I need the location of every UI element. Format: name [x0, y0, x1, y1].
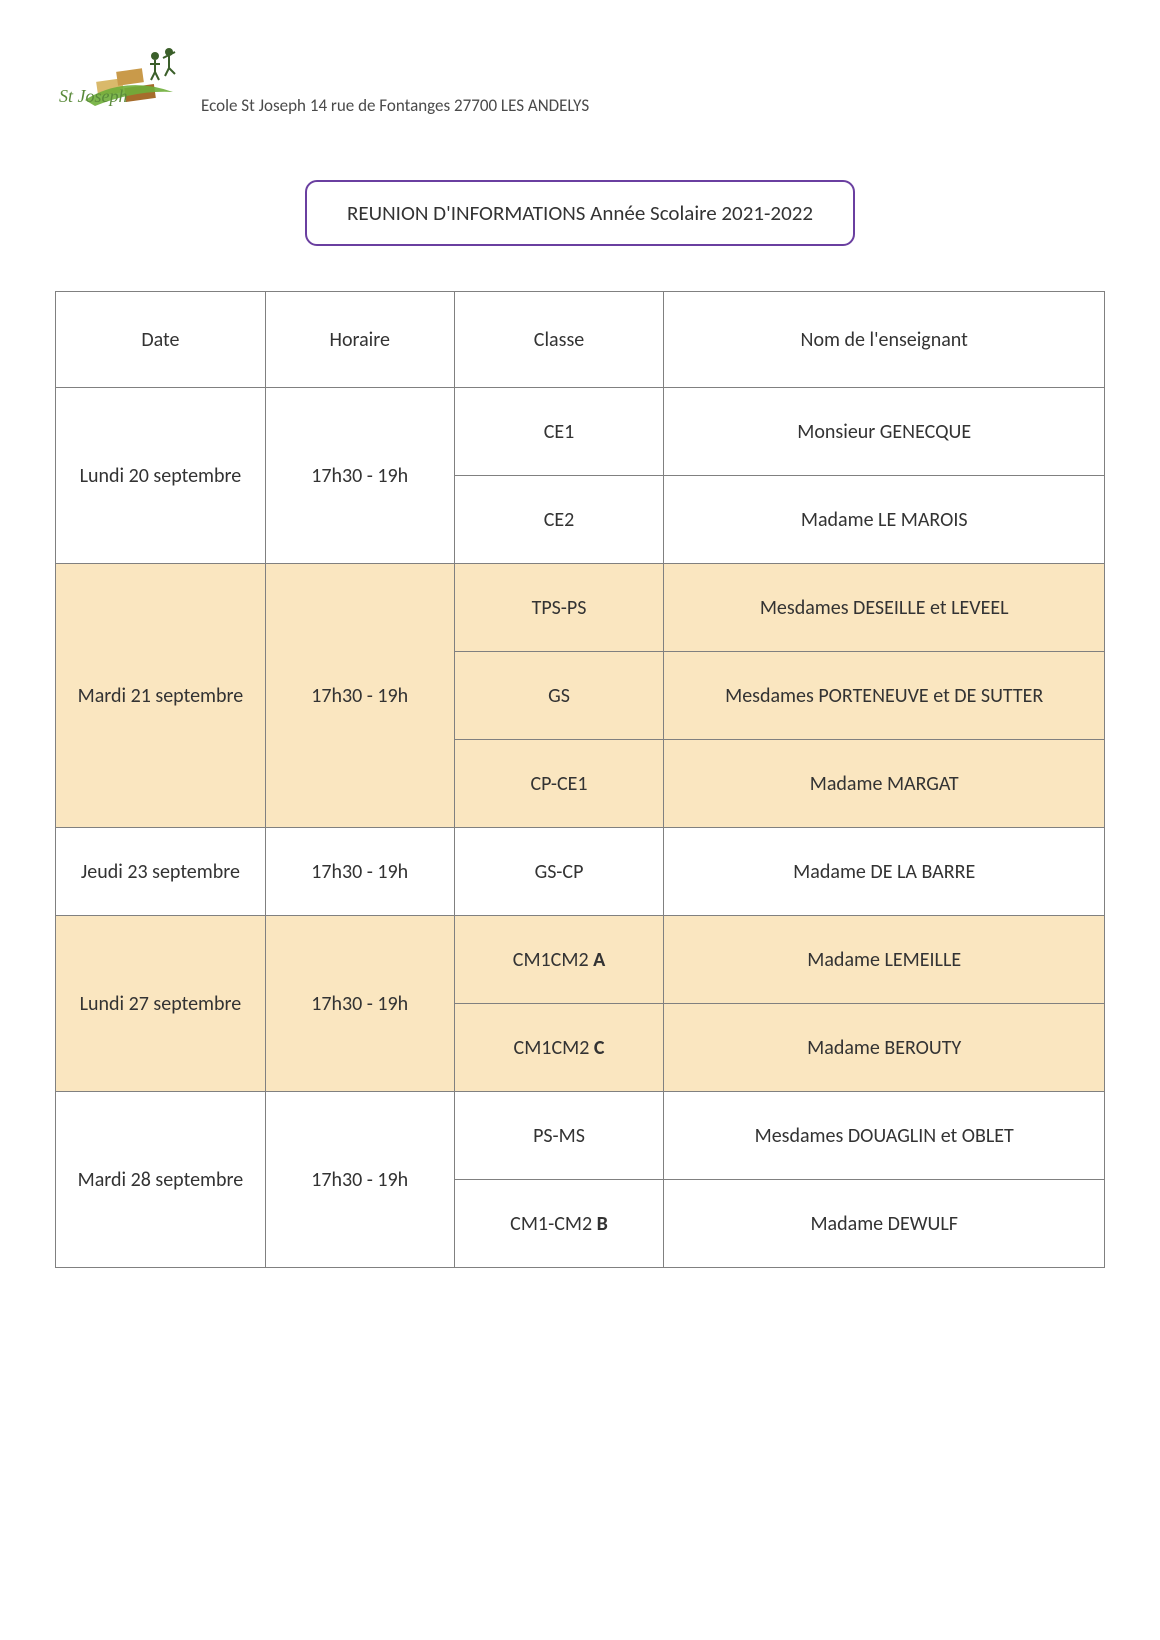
cell-date: Lundi 20 septembre: [56, 388, 266, 564]
cell-date: Jeudi 23 septembre: [56, 828, 266, 916]
cell-teacher: Madame DE LA BARRE: [664, 828, 1105, 916]
cell-class: CM1-CM2 B: [454, 1180, 664, 1268]
cell-time: 17h30 - 19h: [265, 564, 454, 828]
cell-class: GS-CP: [454, 828, 664, 916]
title-container: REUNION D'INFORMATIONS Année Scolaire 20…: [55, 180, 1105, 246]
table-row: Jeudi 23 septembre17h30 - 19hGS-CPMadame…: [56, 828, 1105, 916]
cell-class-bold: C: [594, 1036, 605, 1060]
cell-time: 17h30 - 19h: [265, 916, 454, 1092]
cell-class-bold: A: [593, 948, 605, 972]
cell-class-prefix: CM1CM2: [514, 1036, 594, 1060]
schedule-table: Date Horaire Classe Nom de l'enseignant …: [55, 291, 1105, 1268]
table-row: Lundi 27 septembre17h30 - 19hCM1CM2 AMad…: [56, 916, 1105, 1004]
table-row: Mardi 21 septembre17h30 - 19hTPS-PSMesda…: [56, 564, 1105, 652]
school-address: Ecole St Joseph 14 rue de Fontanges 2770…: [195, 95, 589, 120]
table-row: Mardi 28 septembre17h30 - 19hPS-MSMesdam…: [56, 1092, 1105, 1180]
school-logo-icon: St Joseph: [55, 40, 185, 120]
cell-time: 17h30 - 19h: [265, 1092, 454, 1268]
table-body: Lundi 20 septembre17h30 - 19hCE1Monsieur…: [56, 388, 1105, 1268]
page-title: REUNION D'INFORMATIONS Année Scolaire 20…: [305, 180, 855, 246]
cell-teacher: Madame BEROUTY: [664, 1004, 1105, 1092]
cell-class: TPS-PS: [454, 564, 664, 652]
cell-date: Mardi 28 septembre: [56, 1092, 266, 1268]
cell-class: PS-MS: [454, 1092, 664, 1180]
document-header: St Joseph Ecole St Joseph 14 rue de Font…: [55, 40, 1105, 120]
cell-class: CM1CM2 C: [454, 1004, 664, 1092]
cell-class: CP-CE1: [454, 740, 664, 828]
cell-date: Mardi 21 septembre: [56, 564, 266, 828]
cell-time: 17h30 - 19h: [265, 828, 454, 916]
cell-time: 17h30 - 19h: [265, 388, 454, 564]
cell-class: GS: [454, 652, 664, 740]
col-header-time: Horaire: [265, 292, 454, 388]
cell-class-prefix: CM1CM2: [513, 948, 593, 972]
cell-class: CM1CM2 A: [454, 916, 664, 1004]
cell-class: CE2: [454, 476, 664, 564]
cell-teacher: Monsieur GENECQUE: [664, 388, 1105, 476]
table-header: Date Horaire Classe Nom de l'enseignant: [56, 292, 1105, 388]
cell-teacher: Mesdames DESEILLE et LEVEEL: [664, 564, 1105, 652]
cell-teacher: Mesdames PORTENEUVE et DE SUTTER: [664, 652, 1105, 740]
cell-class: CE1: [454, 388, 664, 476]
col-header-date: Date: [56, 292, 266, 388]
cell-teacher: Madame DEWULF: [664, 1180, 1105, 1268]
cell-teacher: Madame MARGAT: [664, 740, 1105, 828]
table-row: Lundi 20 septembre17h30 - 19hCE1Monsieur…: [56, 388, 1105, 476]
cell-class-bold: B: [597, 1212, 608, 1236]
cell-teacher: Madame LEMEILLE: [664, 916, 1105, 1004]
svg-text:St Joseph: St Joseph: [59, 86, 127, 106]
cell-date: Lundi 27 septembre: [56, 916, 266, 1092]
cell-class-prefix: CM1-CM2: [510, 1212, 596, 1236]
col-header-teacher: Nom de l'enseignant: [664, 292, 1105, 388]
cell-teacher: Madame LE MAROIS: [664, 476, 1105, 564]
cell-teacher: Mesdames DOUAGLIN et OBLET: [664, 1092, 1105, 1180]
col-header-class: Classe: [454, 292, 664, 388]
